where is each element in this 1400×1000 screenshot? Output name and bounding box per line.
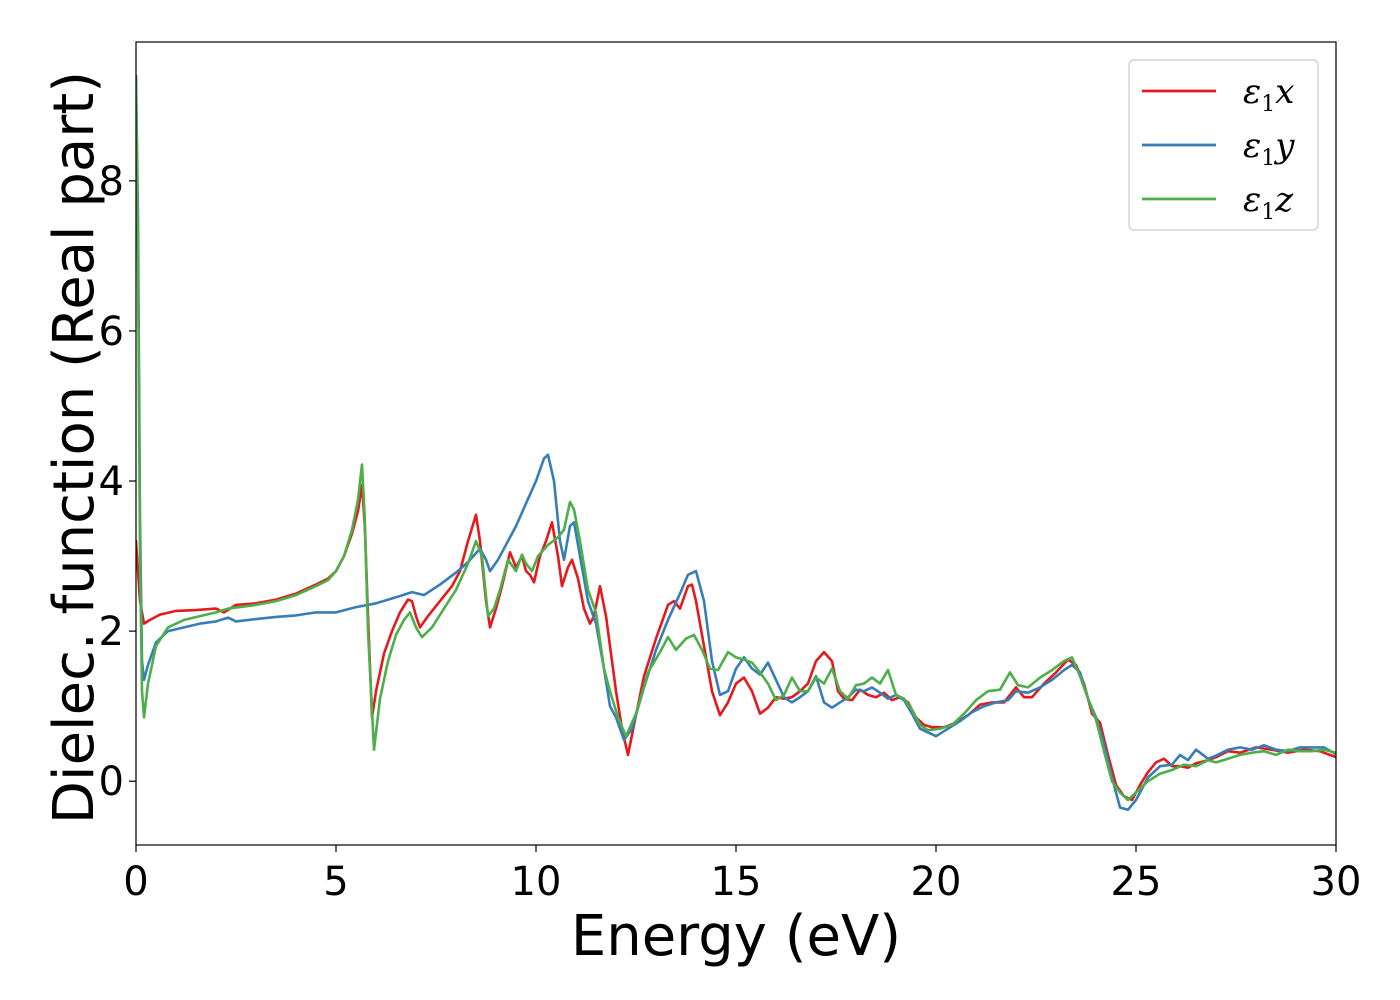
legend-variable: y	[1273, 126, 1295, 166]
legend-label-x: ε1x	[1243, 72, 1294, 117]
x-tick-label: 0	[123, 859, 148, 905]
legend-symbol: ε	[1243, 126, 1261, 166]
series-layer	[136, 74, 1336, 811]
x-tick-label: 15	[711, 859, 762, 905]
x-tick-label: 30	[1311, 859, 1362, 905]
x-tick-label: 20	[911, 859, 962, 905]
legend-label-z: ε1z	[1243, 180, 1294, 225]
legend-box	[1128, 59, 1319, 231]
series-line-z	[136, 82, 1336, 802]
series-line-x	[136, 483, 1336, 802]
y-tick-label: 2	[99, 609, 124, 655]
legend-symbol: ε	[1243, 180, 1261, 220]
ticks-layer: 0 5 10 15 20 25 30 0 2 4 6 8	[99, 159, 1362, 905]
legend-label-y: ε1y	[1243, 126, 1295, 171]
legend-subscript: 1	[1261, 146, 1275, 171]
series-line-y	[136, 74, 1336, 811]
legend-subscript: 1	[1261, 92, 1275, 117]
x-axis-label: Energy (eV)	[571, 904, 901, 969]
legend-variable: x	[1275, 72, 1294, 112]
x-tick-label: 5	[323, 859, 348, 905]
y-axis-label: Dielec. function (Real part)	[42, 71, 107, 824]
y-tick-label: 4	[99, 459, 124, 505]
legend-subscript: 1	[1261, 200, 1275, 225]
x-tick-label: 10	[511, 859, 562, 905]
legend-variable: z	[1274, 180, 1294, 220]
y-tick-label: 8	[99, 159, 124, 205]
y-tick-label: 6	[99, 309, 124, 355]
y-tick-label: 0	[99, 759, 124, 805]
legend-symbol: ε	[1243, 72, 1261, 112]
x-tick-label: 25	[1111, 859, 1162, 905]
